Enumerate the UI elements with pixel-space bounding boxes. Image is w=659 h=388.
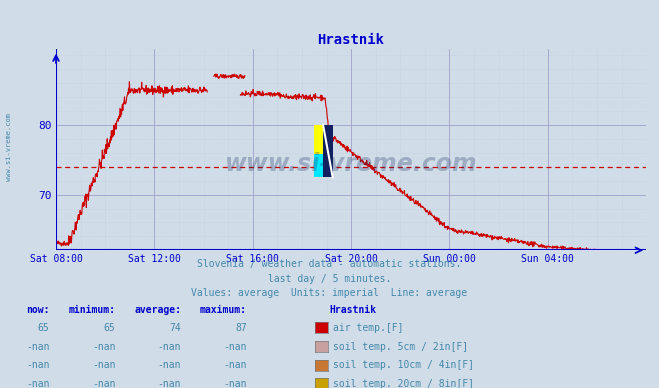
- Text: -nan: -nan: [92, 360, 115, 371]
- Text: soil temp. 20cm / 8in[F]: soil temp. 20cm / 8in[F]: [333, 379, 474, 388]
- Text: 65: 65: [103, 323, 115, 333]
- Text: soil temp. 10cm / 4in[F]: soil temp. 10cm / 4in[F]: [333, 360, 474, 371]
- Text: -nan: -nan: [26, 379, 49, 388]
- Text: -nan: -nan: [26, 342, 49, 352]
- Title: Hrastnik: Hrastnik: [318, 33, 384, 47]
- Polygon shape: [314, 154, 323, 177]
- Text: Values: average  Units: imperial  Line: average: Values: average Units: imperial Line: av…: [191, 288, 468, 298]
- Text: Hrastnik: Hrastnik: [330, 305, 376, 315]
- Text: -nan: -nan: [158, 360, 181, 371]
- Text: maximum:: maximum:: [200, 305, 247, 315]
- Text: last day / 5 minutes.: last day / 5 minutes.: [268, 274, 391, 284]
- Text: 65: 65: [38, 323, 49, 333]
- Text: -nan: -nan: [158, 342, 181, 352]
- Text: 74: 74: [169, 323, 181, 333]
- Text: -nan: -nan: [223, 342, 247, 352]
- Text: -nan: -nan: [92, 342, 115, 352]
- Text: average:: average:: [134, 305, 181, 315]
- Text: air temp.[F]: air temp.[F]: [333, 323, 404, 333]
- Polygon shape: [314, 125, 323, 154]
- Text: Slovenia / weather data - automatic stations.: Slovenia / weather data - automatic stat…: [197, 259, 462, 269]
- Text: www.si-vreme.com: www.si-vreme.com: [225, 151, 477, 175]
- Text: -nan: -nan: [223, 379, 247, 388]
- Polygon shape: [323, 125, 333, 177]
- Text: www.si-vreme.com: www.si-vreme.com: [5, 113, 12, 182]
- Text: 87: 87: [235, 323, 247, 333]
- Text: soil temp. 5cm / 2in[F]: soil temp. 5cm / 2in[F]: [333, 342, 469, 352]
- Text: minimum:: minimum:: [69, 305, 115, 315]
- Text: now:: now:: [26, 305, 49, 315]
- Text: -nan: -nan: [223, 360, 247, 371]
- Text: -nan: -nan: [26, 360, 49, 371]
- Text: -nan: -nan: [92, 379, 115, 388]
- Text: -nan: -nan: [158, 379, 181, 388]
